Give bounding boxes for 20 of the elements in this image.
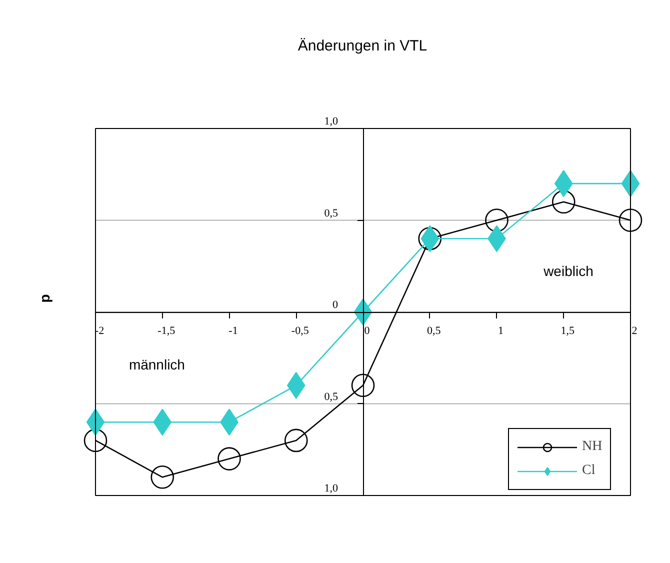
x-tick-label: 1,5 [560,325,575,337]
y-tick-label: 1,0 [324,482,338,494]
y-tick-label: 0,5 [324,207,338,220]
annotation: weiblich [542,262,594,279]
y-tick-label: 0 [332,299,338,311]
x-tick-label: 0 [364,325,370,337]
x-tick-label: 2 [632,325,638,337]
y-tick-label: 1,0 [324,116,338,128]
y-tick-label: 0,5 [324,390,338,403]
x-tick-label: -2 [94,325,104,337]
annotation: männlich [128,356,185,373]
x-tick-label: -1 [228,325,238,337]
x-tick-label: 1 [498,325,504,337]
legend-label: NH [582,439,602,455]
x-tick-label: -1,5 [158,325,176,337]
x-tick-label: 0,5 [427,325,442,337]
legend-label: Cl [582,463,596,479]
y-axis-title: p [36,294,52,303]
x-tick-label: -0,5 [291,325,310,337]
chart-title: Änderungen in VTL [298,38,428,54]
